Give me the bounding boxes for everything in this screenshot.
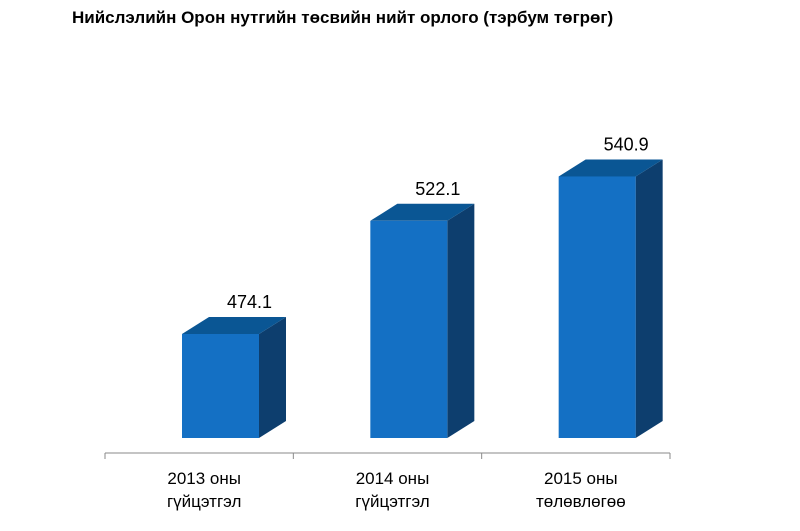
bar-front-face [558, 176, 636, 439]
x-tick-label: төлөвлөгөө [536, 492, 626, 511]
x-tick-label: гүйцэтгэл [167, 492, 241, 511]
bar [370, 203, 475, 438]
bar-side-face [259, 316, 286, 438]
data-label: 522.1 [415, 179, 460, 199]
x-tick-label: 2015 оны [544, 469, 618, 488]
x-axis [104, 452, 671, 459]
data-label: 474.1 [227, 292, 272, 312]
bar-side-face [447, 203, 475, 438]
chart-title: Нийслэлийн Орон нутгийн төсвийн нийт орл… [72, 8, 614, 27]
bar-top-face [558, 159, 663, 177]
bar-top-face [182, 316, 286, 334]
x-tick-label: 2013 оны [167, 469, 241, 488]
bar-front-face [182, 333, 259, 438]
x-tick-label: 2014 оны [356, 469, 430, 488]
bar [182, 316, 286, 438]
x-tick-label: гүйцэтгэл [355, 492, 429, 511]
bar-side-face [635, 159, 663, 439]
bar-top-face [370, 203, 475, 221]
label-group: 474.1 2013 оны гүйцэтгэл 522.1 2014 оны гүйцэ… [167, 134, 649, 511]
bar [558, 159, 663, 439]
bar-front-face [370, 220, 448, 438]
data-label: 540.9 [604, 134, 649, 154]
bar-group [182, 159, 663, 439]
